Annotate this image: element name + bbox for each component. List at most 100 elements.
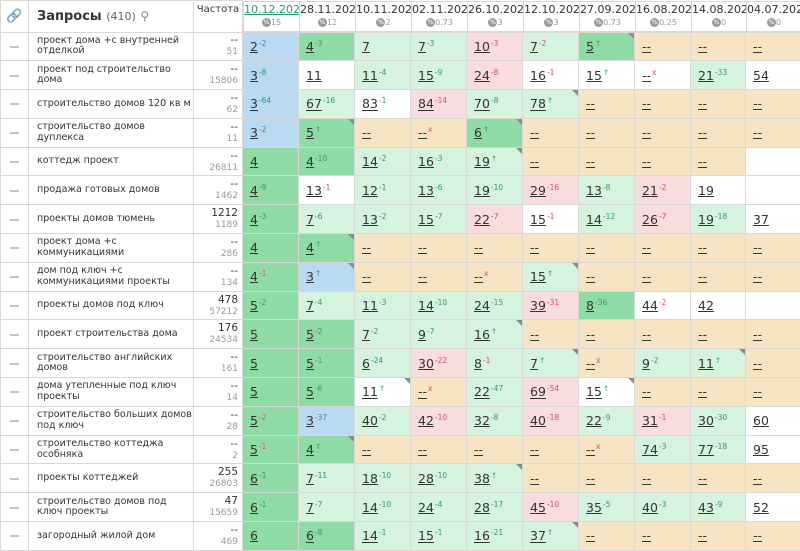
position-cell[interactable]: -- (410, 434, 467, 465)
position-cell[interactable]: 78↑ (522, 89, 579, 119)
position-cell[interactable]: 5 (242, 319, 299, 350)
date-column-header[interactable]: 10.12.2022%15 (243, 0, 300, 32)
position-cell[interactable]: -- (690, 233, 746, 263)
position-cell[interactable]: -- (744, 31, 800, 62)
position-cell[interactable]: 22-9 (578, 405, 635, 436)
position-cell[interactable]: 7-3 (410, 31, 467, 62)
position-cell[interactable]: -- (744, 117, 800, 148)
position-cell[interactable]: 5 (242, 348, 299, 379)
position-cell[interactable]: 40-2 (354, 405, 411, 436)
position-cell[interactable]: 11-3 (354, 290, 411, 321)
query-text[interactable]: продажа готовых домов (28, 175, 194, 206)
position-cell[interactable]: -- (634, 521, 691, 551)
position-cell[interactable]: 9-7 (410, 319, 467, 350)
position-cell[interactable]: 28-10 (410, 463, 467, 494)
position-cell[interactable]: 70-8 (466, 89, 523, 119)
query-text[interactable]: проект строительства дома (28, 319, 194, 350)
position-cell[interactable]: 11↑ (354, 377, 411, 407)
position-cell[interactable]: -- (744, 89, 800, 119)
position-cell[interactable]: 14-2 (354, 146, 411, 177)
query-text[interactable]: проекты коттеджей (28, 463, 194, 494)
position-cell[interactable]: 37 (744, 204, 800, 235)
position-cell[interactable]: 74-3 (634, 434, 691, 465)
position-cell[interactable]: 15-7 (410, 204, 467, 235)
position-cell[interactable]: -- (578, 261, 635, 292)
position-cell[interactable]: 21-33 (690, 60, 746, 91)
row-link-icon[interactable] (0, 233, 29, 263)
position-cell[interactable]: 38↑ (466, 463, 523, 494)
position-cell[interactable]: -- (634, 377, 691, 407)
position-cell[interactable]: 3-64 (242, 89, 299, 119)
position-cell[interactable]: 35-5 (578, 492, 635, 523)
position-cell[interactable]: 14-10 (410, 290, 467, 321)
position-cell[interactable]: 40-18 (522, 405, 579, 436)
position-cell[interactable] (744, 146, 800, 177)
row-link-icon[interactable] (0, 117, 29, 148)
position-cell[interactable]: --x (410, 117, 467, 148)
position-cell[interactable]: 69-54 (522, 377, 579, 407)
position-cell[interactable]: 95 (744, 434, 800, 465)
query-text[interactable]: строительство домов под ключ проекты (28, 492, 194, 523)
position-cell[interactable]: -- (578, 319, 635, 350)
position-cell[interactable]: 9-2 (634, 348, 691, 379)
position-cell[interactable]: 7-7 (298, 492, 355, 523)
row-link-icon[interactable] (0, 60, 29, 91)
link-icon[interactable]: 🔗 (0, 0, 29, 33)
position-cell[interactable]: 7-11 (298, 463, 355, 494)
position-cell[interactable]: -- (354, 434, 411, 465)
position-cell[interactable]: 8-1 (466, 348, 523, 379)
date-column-header[interactable]: 28.11.2022%12 (299, 0, 356, 32)
search-icon[interactable]: ⚲ (140, 8, 150, 23)
position-cell[interactable]: 7-6 (298, 204, 355, 235)
row-link-icon[interactable] (0, 377, 29, 407)
row-link-icon[interactable] (0, 175, 29, 206)
position-cell[interactable]: -- (690, 261, 746, 292)
position-cell[interactable]: 5↑ (298, 117, 355, 148)
position-cell[interactable]: 4-9 (242, 175, 299, 206)
position-cell[interactable]: 15↑ (578, 60, 635, 91)
position-cell[interactable]: 13-8 (578, 175, 635, 206)
date-column-header[interactable]: 12.10.2022%3 (523, 0, 580, 32)
date-column-header[interactable]: 02.11.2022%0.73 (411, 0, 468, 32)
row-link-icon[interactable] (0, 348, 29, 379)
position-cell[interactable]: 67-16 (298, 89, 355, 119)
position-cell[interactable]: -- (690, 319, 746, 350)
position-cell[interactable]: 6-24 (354, 348, 411, 379)
position-cell[interactable]: 6 (242, 521, 299, 551)
position-cell[interactable]: 14-1 (354, 521, 411, 551)
query-text[interactable]: строительство больших домов под ключ (28, 405, 194, 436)
position-cell[interactable]: -- (578, 146, 635, 177)
position-cell[interactable]: 52 (744, 492, 800, 523)
position-cell[interactable]: --x (578, 348, 635, 379)
position-cell[interactable]: -- (410, 261, 467, 292)
position-cell[interactable]: 19↑ (466, 146, 523, 177)
position-cell[interactable]: 19 (690, 175, 746, 206)
position-cell[interactable]: -- (690, 146, 746, 177)
position-cell[interactable]: 4-1 (242, 261, 299, 292)
position-cell[interactable]: 6↑ (466, 117, 523, 148)
position-cell[interactable]: --x (578, 434, 635, 465)
position-cell[interactable]: 14-10 (354, 492, 411, 523)
row-link-icon[interactable] (0, 405, 29, 436)
position-cell[interactable]: -- (522, 463, 579, 494)
position-cell[interactable]: 39-31 (522, 290, 579, 321)
position-cell[interactable]: 5-6 (298, 377, 355, 407)
position-cell[interactable]: 15-9 (410, 60, 467, 91)
position-cell[interactable]: -- (690, 377, 746, 407)
position-cell[interactable]: -- (744, 377, 800, 407)
position-cell[interactable]: -- (690, 117, 746, 148)
position-cell[interactable]: 24-8 (466, 60, 523, 91)
position-cell[interactable]: -- (744, 319, 800, 350)
position-cell[interactable]: 4↑ (298, 434, 355, 465)
row-link-icon[interactable] (0, 261, 29, 292)
row-link-icon[interactable] (0, 463, 29, 494)
position-cell[interactable]: 5-2 (298, 319, 355, 350)
position-cell[interactable]: 13-6 (410, 175, 467, 206)
position-cell[interactable]: 84-14 (410, 89, 467, 119)
position-cell[interactable]: -- (634, 117, 691, 148)
position-cell[interactable]: -- (466, 434, 523, 465)
position-cell[interactable]: 3↑ (298, 261, 355, 292)
position-cell[interactable]: 3-37 (298, 405, 355, 436)
query-text[interactable]: строительство коттеджа особняка (28, 434, 194, 465)
position-cell[interactable]: -- (578, 233, 635, 263)
